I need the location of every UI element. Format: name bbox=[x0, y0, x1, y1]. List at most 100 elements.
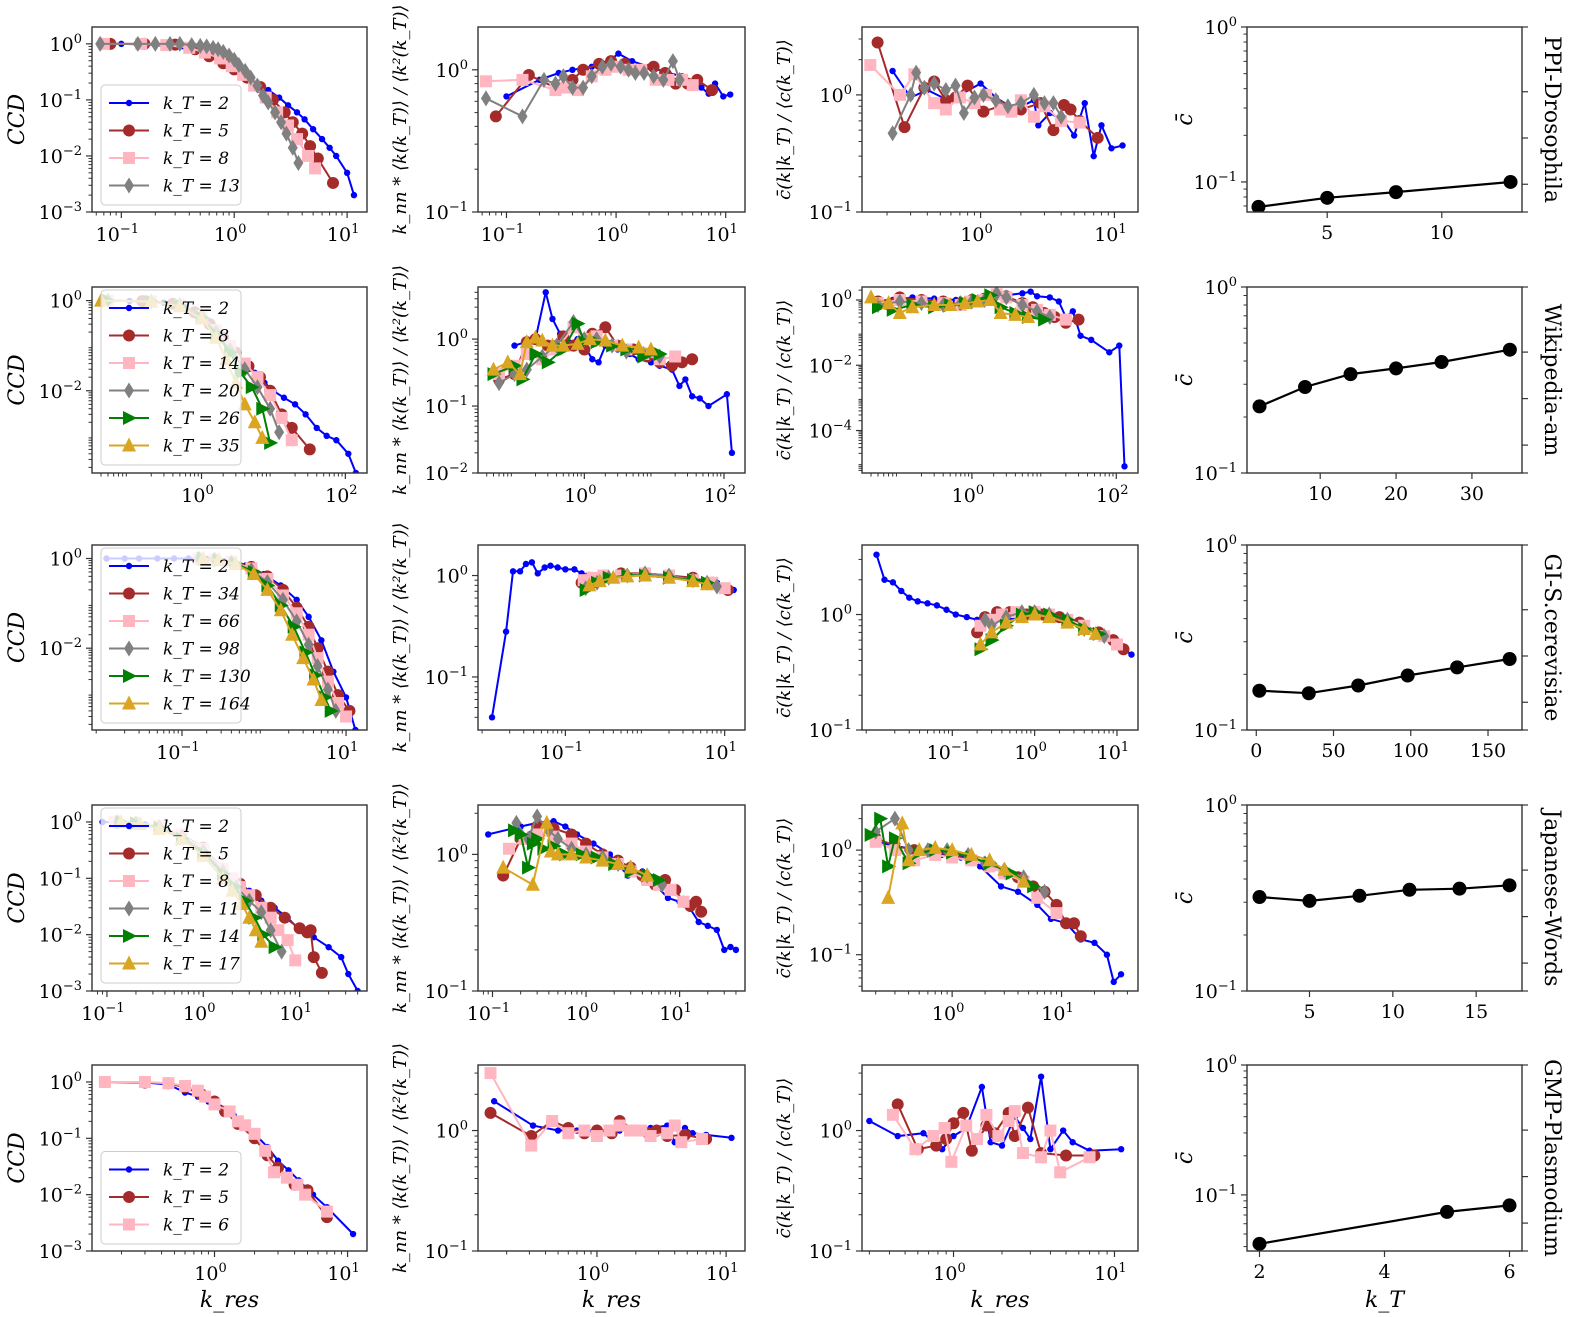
data-point bbox=[246, 566, 261, 581]
subplot-mean-clustering: 5 10 10−1 100 c̄ bbox=[1173, 15, 1528, 244]
tick-label: 10−1 bbox=[467, 1001, 510, 1025]
legend-label: k_T = 5 bbox=[163, 1188, 229, 1208]
data-point bbox=[640, 867, 655, 882]
network-label: GI-S.cerevisiae bbox=[1539, 554, 1564, 722]
data-point bbox=[1050, 907, 1063, 920]
data-point bbox=[569, 66, 576, 74]
data-point bbox=[1252, 1236, 1267, 1251]
data-point bbox=[1069, 308, 1077, 315]
data-point bbox=[272, 924, 285, 937]
axes-frame bbox=[477, 286, 746, 474]
y-axis-label: c̄(k|k_T) / ⟨c(k_T)⟩ bbox=[774, 39, 795, 200]
data-point bbox=[296, 650, 311, 665]
data-point bbox=[578, 1124, 591, 1137]
legend-label: k_T = 8 bbox=[163, 872, 229, 892]
data-point bbox=[1059, 313, 1072, 326]
data-point bbox=[123, 875, 135, 887]
legend-label: k_T = 164 bbox=[163, 695, 251, 715]
tick-label: 5 bbox=[1303, 1001, 1315, 1023]
legend-item: k_T = 2 bbox=[109, 557, 229, 577]
data-point bbox=[664, 883, 677, 896]
data-point bbox=[945, 842, 960, 857]
data-point bbox=[889, 579, 897, 586]
data-point bbox=[1073, 116, 1086, 129]
data-point bbox=[125, 99, 133, 107]
data-point bbox=[1031, 891, 1044, 904]
data-point bbox=[1098, 122, 1105, 129]
data-point bbox=[123, 615, 135, 627]
data-point bbox=[248, 922, 263, 937]
data-point bbox=[324, 703, 339, 718]
data-point bbox=[927, 1130, 940, 1143]
data-point bbox=[1002, 98, 1013, 115]
y-axis-label: c̄(k|k_T) / ⟨c(k_T)⟩ bbox=[774, 818, 795, 979]
data-point bbox=[508, 358, 523, 373]
data-point bbox=[223, 1105, 236, 1118]
data-point bbox=[1008, 1105, 1021, 1118]
data-point bbox=[579, 849, 594, 864]
data-point bbox=[1502, 1198, 1517, 1213]
tick-label: 100 bbox=[577, 1261, 609, 1285]
data-point bbox=[1072, 313, 1085, 326]
tick-label: 102 bbox=[325, 483, 357, 507]
series-line bbox=[514, 292, 733, 453]
data-point bbox=[648, 68, 659, 85]
subplot-clustering-ratio: 100 101 10−1 100 c̄(k|k_T) / ⟨c(k_T)⟩ k_res bbox=[774, 1064, 1139, 1313]
data-point bbox=[713, 926, 721, 934]
data-point bbox=[307, 951, 320, 964]
data-point bbox=[349, 1230, 357, 1238]
data-point bbox=[914, 598, 921, 605]
data-point bbox=[945, 1155, 958, 1168]
data-point bbox=[727, 943, 734, 951]
y-axis-label: c̄ bbox=[1173, 113, 1198, 125]
data-point bbox=[178, 1079, 191, 1092]
data-point bbox=[920, 1130, 927, 1137]
tick-label: 10−2 bbox=[425, 461, 468, 485]
tick-label: 10−2 bbox=[39, 379, 82, 403]
legend-label: k_T = 98 bbox=[163, 640, 240, 660]
data-point bbox=[891, 1098, 904, 1111]
data-point bbox=[268, 940, 283, 955]
network-label: PPI-Drosophila bbox=[1539, 36, 1564, 203]
tick-label: 10−1 bbox=[927, 740, 970, 764]
data-point bbox=[643, 341, 658, 356]
data-point bbox=[727, 91, 734, 98]
data-point bbox=[486, 361, 501, 376]
tick-label: 10−2 bbox=[809, 353, 852, 377]
data-point bbox=[866, 1117, 873, 1125]
data-point bbox=[247, 414, 262, 429]
series-line bbox=[887, 823, 1025, 898]
data-point bbox=[1035, 1151, 1048, 1164]
data-point bbox=[1077, 332, 1084, 339]
tick-label: 100 bbox=[820, 288, 852, 312]
tick-label: 10−1 bbox=[156, 740, 199, 764]
data-point bbox=[595, 852, 610, 867]
data-point bbox=[309, 126, 317, 133]
series-mean-clustering bbox=[1252, 1198, 1517, 1251]
data-point bbox=[123, 847, 135, 860]
data-point bbox=[122, 955, 136, 970]
subplot-knn: 100 102 10−2 10−1 100 k_nn * ⟨k(k_T)⟩ / ⟨k²(k… bbox=[390, 265, 746, 507]
data-point bbox=[281, 934, 294, 947]
data-point bbox=[894, 293, 905, 310]
data-point bbox=[668, 1119, 681, 1132]
data-point bbox=[301, 149, 314, 162]
network-label: GMP-Plasmodium bbox=[1539, 1059, 1564, 1257]
data-point bbox=[479, 75, 492, 88]
data-point bbox=[894, 1132, 901, 1140]
series-kT-13 bbox=[887, 64, 1067, 142]
tick-label: 10 bbox=[1381, 1001, 1405, 1023]
y-axis-label: c̄(k|k_T) / ⟨c(k_T)⟩ bbox=[774, 1078, 795, 1239]
data-point bbox=[538, 71, 549, 88]
data-point bbox=[549, 315, 556, 323]
data-point bbox=[686, 353, 699, 366]
legend-item: k_T = 66 bbox=[109, 612, 240, 632]
data-point bbox=[929, 75, 940, 92]
data-point bbox=[1103, 951, 1111, 958]
axes-frame bbox=[861, 26, 1139, 213]
series-mean-clustering bbox=[1252, 651, 1517, 701]
tick-label: 10−1 bbox=[809, 1239, 852, 1263]
tick-label: 10−1 bbox=[425, 665, 468, 689]
data-point bbox=[1021, 1101, 1034, 1114]
